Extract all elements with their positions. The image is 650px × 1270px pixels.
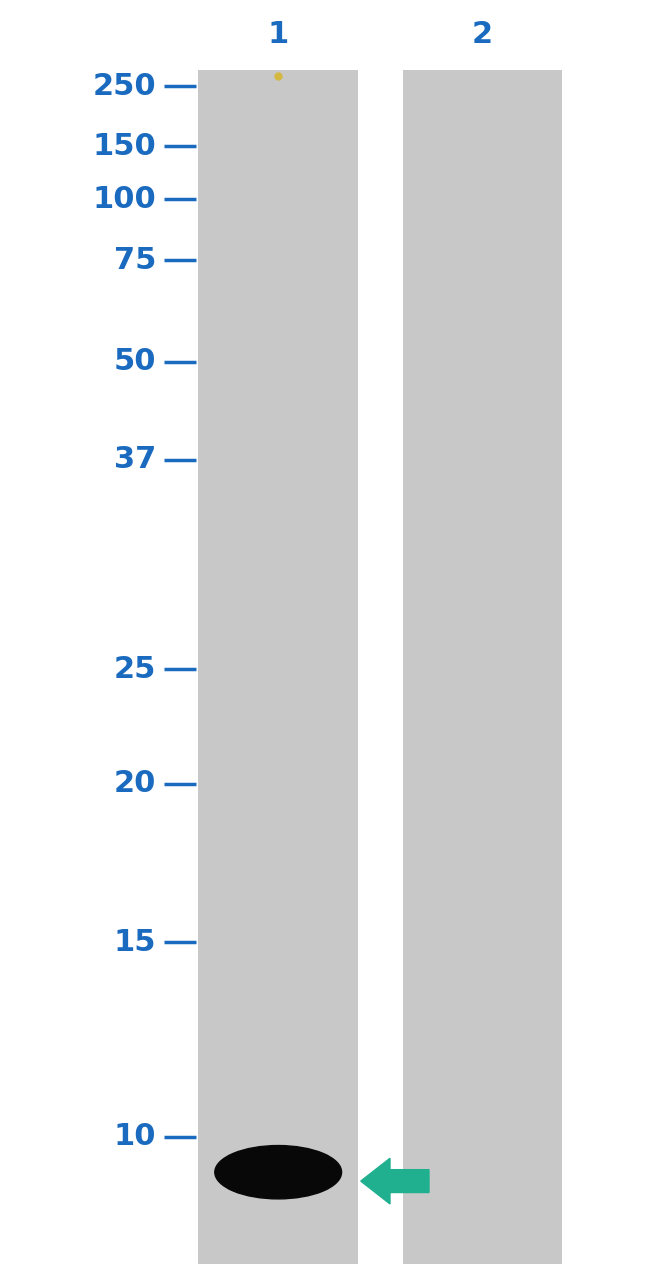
Text: 15: 15 — [114, 928, 156, 956]
Bar — [198, 70, 358, 1264]
Text: 37: 37 — [114, 446, 156, 474]
Text: 50: 50 — [114, 348, 156, 376]
Text: 150: 150 — [92, 132, 156, 160]
Text: 100: 100 — [92, 185, 156, 213]
Bar — [403, 70, 562, 1264]
Ellipse shape — [214, 1146, 342, 1199]
Text: 75: 75 — [114, 246, 156, 274]
FancyArrow shape — [361, 1158, 429, 1204]
Text: 250: 250 — [92, 72, 156, 100]
Text: 10: 10 — [114, 1123, 156, 1151]
Text: 25: 25 — [114, 655, 156, 683]
Text: 2: 2 — [472, 20, 493, 48]
Text: 1: 1 — [268, 20, 289, 48]
Text: 20: 20 — [114, 770, 156, 798]
